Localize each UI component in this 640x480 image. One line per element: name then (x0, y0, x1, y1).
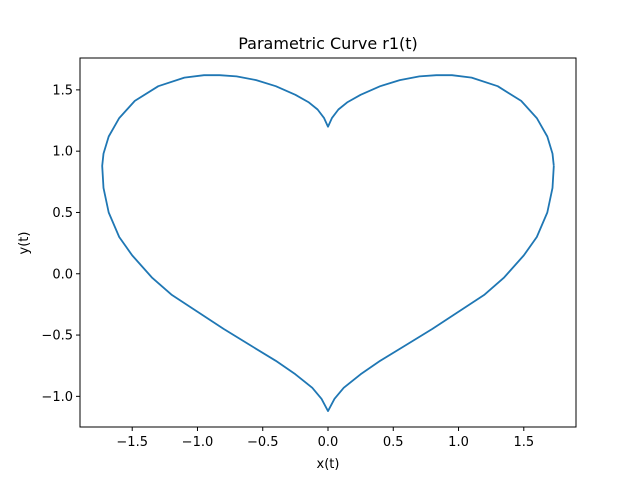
x-tick-label: −0.5 (247, 435, 279, 450)
x-tick-label: −1.5 (116, 435, 148, 450)
y-tick-label: 1.0 (52, 145, 73, 160)
chart-title: Parametric Curve r1(t) (238, 34, 418, 53)
x-tick-label: 0.5 (383, 435, 404, 450)
plot-area (79, 57, 577, 428)
series-layer (101, 74, 555, 413)
series-line (101, 74, 555, 413)
x-axis-label: x(t) (317, 457, 340, 472)
y-tick-label: −0.5 (41, 329, 73, 344)
x-axis-ticks: −1.5 −1.0 −0.5 0.0 0.5 1.0 1.5 (116, 427, 534, 450)
x-tick-label: −1.0 (182, 435, 214, 450)
y-axis-label: y(t) (17, 232, 32, 255)
x-tick-label: 1.5 (513, 435, 534, 450)
x-tick-label: 1.0 (448, 435, 469, 450)
y-tick-label: 0.0 (52, 267, 73, 282)
y-tick-label: −1.0 (41, 390, 73, 405)
y-tick-label: 0.5 (52, 206, 73, 221)
y-axis-ticks: −1.0 −0.5 0.0 0.5 1.0 1.5 (41, 83, 80, 405)
x-tick-label: 0.0 (318, 435, 339, 450)
y-tick-label: 1.5 (52, 83, 73, 98)
